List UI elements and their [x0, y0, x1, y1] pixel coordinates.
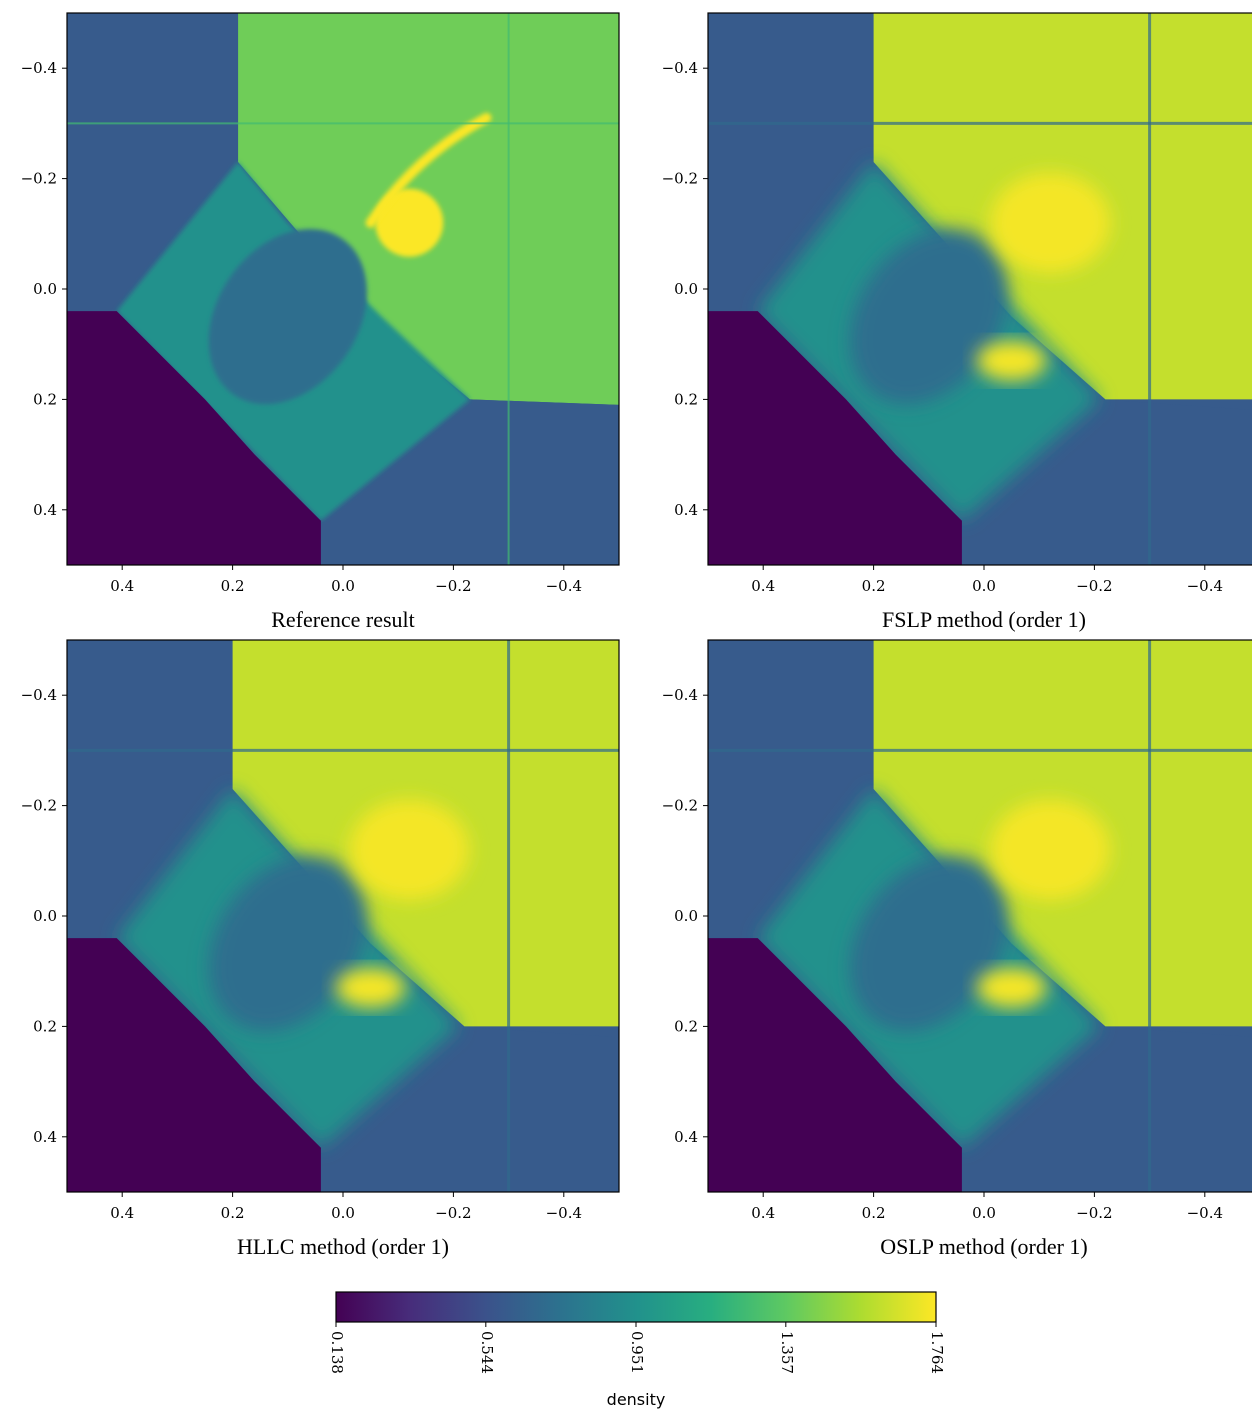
y-tick-label: −0.4 [21, 59, 57, 77]
panels: 0.4 0.2 0.0 −0.2 −0.4 −0.4 −0.2 0.0 0.2 0.4 Refere… [21, 12, 1252, 1259]
colorbar-label: density [607, 1390, 666, 1409]
vortex-core [208, 856, 367, 1032]
x-tick-label: 0.2 [862, 577, 886, 595]
x-tick-label: 0.0 [972, 577, 996, 595]
y-tick-label: 0.4 [33, 1128, 57, 1146]
x-tick-label: 0.0 [972, 1204, 996, 1222]
panel-oslp: 0.4 0.2 0.0 −0.2 −0.4 −0.4 −0.2 0.0 0.2 0.4 OSLP m… [662, 639, 1252, 1259]
density-field [708, 13, 1252, 565]
y-tick-label: 0.2 [674, 390, 698, 408]
y-tick-label: 0.4 [674, 1128, 698, 1146]
x-tick-label: 0.4 [751, 577, 775, 595]
x-tick-label: −0.2 [435, 1204, 471, 1222]
y-tick-label: 0.0 [33, 907, 57, 925]
region-lower-right [320, 399, 619, 565]
vortex-core [208, 229, 367, 405]
x-tick-label: 0.2 [221, 1204, 245, 1222]
y-tick-label: −0.2 [21, 797, 57, 815]
colorbar: 0.138 0.544 0.951 1.357 1.764 density [328, 1291, 946, 1409]
x-tick-label: 0.4 [751, 1204, 775, 1222]
x-tick-label: 0.4 [110, 577, 134, 595]
region-lower-left [67, 938, 321, 1192]
y-tick-label: 0.2 [33, 1017, 57, 1035]
x-tick-label: −0.4 [1187, 1204, 1223, 1222]
panel-caption: Reference result [271, 607, 415, 632]
vortex-core [849, 229, 1008, 405]
colorbar-tick-label: 1.357 [778, 1331, 796, 1374]
density-lobe [976, 340, 1047, 381]
y-tick-label: −0.2 [21, 170, 57, 188]
x-tick-label: −0.2 [435, 577, 471, 595]
density-peak [375, 188, 444, 257]
density-field [67, 13, 619, 565]
region-lower-right [320, 1026, 619, 1192]
x-tick-label: −0.2 [1076, 577, 1112, 595]
colorbar-tick-label: 0.138 [328, 1331, 346, 1374]
density-peak [990, 172, 1111, 273]
density-lobe [976, 967, 1047, 1008]
density-peak [349, 799, 470, 900]
colorbar-tick-label: 0.951 [628, 1331, 646, 1374]
x-tick-label: 0.2 [221, 577, 245, 595]
region-lower-left [708, 311, 962, 565]
vortex-core [849, 856, 1008, 1032]
panel-caption: FSLP method (order 1) [882, 607, 1086, 632]
y-tick-label: 0.4 [33, 501, 57, 519]
y-tick-label: 0.4 [674, 501, 698, 519]
density-field [708, 640, 1252, 1192]
region-lower-left [67, 311, 321, 565]
panel-fslp: 0.4 0.2 0.0 −0.2 −0.4 −0.4 −0.2 0.0 0.2 0.4 FSLP m… [662, 12, 1252, 632]
y-tick-label: −0.4 [662, 59, 698, 77]
x-tick-label: −0.2 [1076, 1204, 1112, 1222]
panel-ref: 0.4 0.2 0.0 −0.2 −0.4 −0.4 −0.2 0.0 0.2 0.4 Refere… [21, 12, 620, 632]
y-tick-label: 0.0 [674, 907, 698, 925]
region-lower-right [961, 399, 1252, 565]
x-tick-label: 0.0 [331, 1204, 355, 1222]
x-tick-label: 0.2 [862, 1204, 886, 1222]
y-tick-label: −0.4 [662, 686, 698, 704]
y-tick-label: 0.2 [674, 1017, 698, 1035]
y-tick-label: −0.2 [662, 170, 698, 188]
jet-filament [365, 112, 492, 228]
density-lobe [335, 967, 406, 1008]
colorbar-gradient [336, 1292, 936, 1322]
x-tick-label: −0.4 [546, 1204, 582, 1222]
x-tick-label: 0.0 [331, 577, 355, 595]
colorbar-tick-label: 1.764 [928, 1331, 946, 1374]
x-tick-label: −0.4 [1187, 577, 1223, 595]
region-lower-left [708, 938, 962, 1192]
y-tick-label: −0.4 [21, 686, 57, 704]
y-tick-label: 0.0 [33, 280, 57, 298]
panel-hllc: 0.4 0.2 0.0 −0.2 −0.4 −0.4 −0.2 0.0 0.2 0.4 HLLC m… [21, 639, 620, 1259]
x-tick-label: 0.4 [110, 1204, 134, 1222]
x-tick-label: −0.4 [546, 577, 582, 595]
region-lower-right [961, 1026, 1252, 1192]
density-field [67, 640, 619, 1192]
y-tick-label: −0.2 [662, 797, 698, 815]
panel-caption: HLLC method (order 1) [237, 1234, 449, 1259]
panel-caption: OSLP method (order 1) [880, 1234, 1088, 1259]
y-tick-label: 0.2 [33, 390, 57, 408]
colorbar-tick-label: 0.544 [478, 1331, 496, 1374]
y-tick-label: 0.0 [674, 280, 698, 298]
density-peak [990, 799, 1111, 900]
